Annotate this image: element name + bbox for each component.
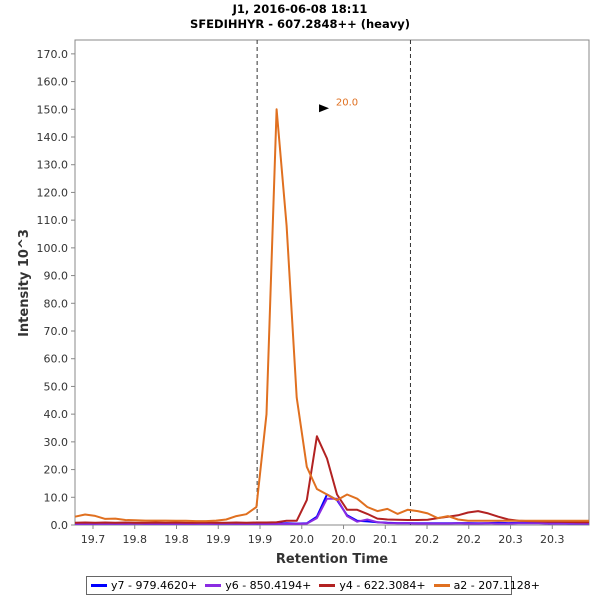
y-tick-label: 10.0 <box>44 491 69 504</box>
series-line <box>75 497 589 525</box>
legend-item: y7 - 979.4620+ <box>91 579 197 592</box>
legend-item: a2 - 207.1128+ <box>433 579 540 592</box>
x-tick-label: 20.2 <box>457 533 482 546</box>
y-tick-label: 80.0 <box>44 297 69 310</box>
y-tick-label: 150.0 <box>37 103 69 116</box>
legend-label: y4 - 622.3084+ <box>339 579 426 592</box>
y-axis: 0.0 10.0 20.0 30.0 40.0 50.0 60.0 70.0 80.0 90.0 1… <box>37 48 75 532</box>
y-tick-label: 60.0 <box>44 353 69 366</box>
legend-swatch <box>433 584 450 587</box>
x-tick-label: 20.3 <box>540 533 565 546</box>
x-tick-label: 19.8 <box>123 533 148 546</box>
reference-lines <box>256 40 411 525</box>
peak-annotation: 20.0 <box>319 97 358 113</box>
x-tick-label: 19.9 <box>206 533 231 546</box>
chart-legend: y7 - 979.4620+ y6 - 850.4194+ y4 - 622.308… <box>86 576 540 595</box>
y-tick-label: 170.0 <box>37 48 69 61</box>
y-tick-label: 130.0 <box>37 159 69 172</box>
y-tick-label: 0.0 <box>51 519 69 532</box>
y-tick-label: 20.0 <box>44 464 69 477</box>
chart-title: J1, 2016-06-08 18:11 <box>232 2 368 16</box>
x-tick-label: 19.7 <box>81 533 106 546</box>
x-tick-label: 20.0 <box>290 533 315 546</box>
y-tick-label: 140.0 <box>37 131 69 144</box>
legend-label: a2 - 207.1128+ <box>453 579 540 592</box>
legend-label: y7 - 979.4620+ <box>111 579 198 592</box>
series-line <box>74 435 589 524</box>
y-tick-label: 40.0 <box>44 408 69 421</box>
y-tick-label: 120.0 <box>37 186 69 199</box>
y-tick-label: 30.0 <box>44 436 69 449</box>
x-tick-label: 19.8 <box>164 533 189 546</box>
x-tick-label: 20.3 <box>498 533 523 546</box>
peak-marker-icon <box>319 104 330 113</box>
x-axis: 19.7 19.8 19.8 19.9 19.9 20.0 20.0 20.1 20.2 20.2… <box>81 525 565 546</box>
x-tick-label: 20.0 <box>331 533 356 546</box>
legend-swatch <box>91 584 107 587</box>
legend-item: y6 - 850.4194+ <box>205 579 311 592</box>
chart-subtitle: SFEDIHHYR - 607.2848++ (heavy) <box>190 17 410 31</box>
x-tick-label: 19.9 <box>248 533 273 546</box>
x-tick-label: 20.1 <box>373 533 398 546</box>
legend-label: y6 - 850.4194+ <box>225 579 312 592</box>
y-tick-label: 110.0 <box>37 214 69 227</box>
series-line <box>74 108 589 523</box>
y-tick-label: 100.0 <box>37 242 69 255</box>
series-lines <box>74 108 589 525</box>
y-tick-label: 160.0 <box>37 76 69 89</box>
x-axis-title: Retention Time <box>276 552 388 567</box>
legend-swatch <box>319 584 336 587</box>
y-tick-label: 50.0 <box>44 380 69 393</box>
y-axis-title: Intensity 10^3 <box>17 229 32 337</box>
y-tick-label: 90.0 <box>44 270 69 283</box>
legend-item: y4 - 622.3084+ <box>319 579 426 592</box>
x-tick-label: 20.2 <box>415 533 440 546</box>
legend-swatch <box>205 584 222 587</box>
plot-area <box>74 39 590 526</box>
peak-label: 20.0 <box>336 97 358 108</box>
y-tick-label: 70.0 <box>44 325 69 338</box>
